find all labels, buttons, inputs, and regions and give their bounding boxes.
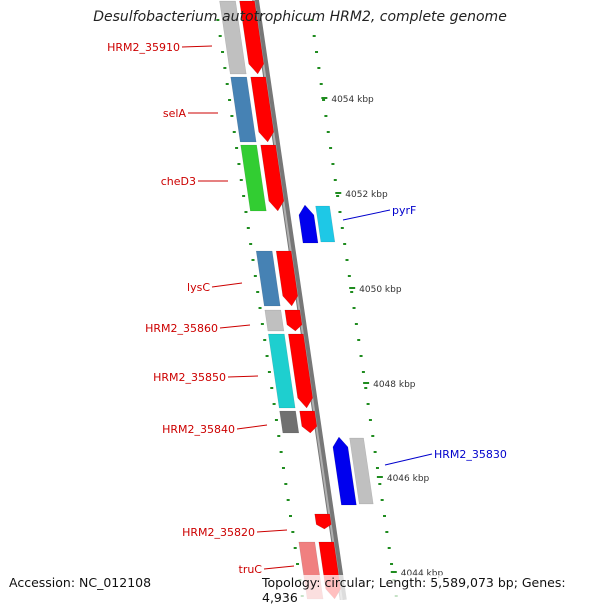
gene-arrow-plus	[298, 204, 319, 244]
leader-right	[384, 453, 433, 466]
axis-label: 4054 kbp	[331, 95, 374, 105]
leader-left	[211, 282, 243, 288]
gene-arrow-minus	[260, 144, 285, 212]
gene-arrow-minus	[288, 333, 313, 409]
gene-arrow-minus	[275, 250, 299, 307]
gene-category-block	[219, 0, 247, 75]
gene-category-block	[255, 250, 281, 307]
gene-category-block	[264, 309, 285, 332]
accession-text: Accession: NC_012108	[9, 575, 152, 590]
leader-left	[219, 324, 251, 329]
leader-left	[181, 45, 213, 48]
backbone-line	[251, 0, 347, 600]
axis-labels: 4054 kbp 4052 kbp 4050 kbp 4048 kbp 4046 kbp…	[321, 95, 443, 579]
gene-category-block	[240, 144, 267, 212]
gene-arrow-minus	[250, 76, 275, 143]
gene-category-block	[315, 205, 336, 243]
leader-left	[263, 565, 295, 570]
gene-label-left: truC	[239, 563, 263, 576]
gene-label-left: HRM2_35860	[145, 322, 218, 335]
leader-right	[342, 209, 391, 221]
gene-category-block	[279, 410, 300, 434]
gene-features	[219, 0, 374, 600]
tick-marks	[216, 19, 398, 597]
gene-label-left: HRM2_35820	[182, 526, 255, 539]
leader-left	[227, 375, 259, 378]
axis-label: 4050 kbp	[359, 285, 402, 295]
axis-label: 4046 kbp	[387, 474, 430, 484]
gene-arrow-minus	[284, 309, 303, 332]
axis-label: 4048 kbp	[373, 380, 416, 390]
gene-arrow-minus	[239, 0, 265, 75]
leader-left	[256, 529, 288, 533]
map-title: Desulfobacterium autotrophicum HRM2, com…	[93, 9, 507, 25]
gene-label-left: HRM2_35840	[162, 423, 235, 436]
gene-arrow-minus	[299, 410, 318, 434]
gene-label-right: pyrF	[392, 204, 416, 217]
gene-label-left: HRM2_35910	[107, 41, 180, 54]
leader-left	[236, 424, 268, 430]
label-leaders	[181, 45, 433, 570]
gene-category-block	[268, 333, 296, 409]
topology-text: Topology: circular; Length: 5,589,073 bp…	[262, 575, 600, 605]
gene-label-right: HRM2_35830	[434, 448, 507, 461]
gene-label-left: lysC	[187, 281, 210, 294]
gene-arrow-plus	[332, 436, 357, 506]
gene-arrow-minus	[314, 513, 332, 530]
gene-labels: HRM2_35910 selA cheD3 lysC HRM2_35860 HRM2_35…	[107, 41, 507, 576]
gene-category-block	[230, 76, 257, 143]
axis-label: 4044 kbp	[401, 569, 444, 579]
gene-label-left: HRM2_35850	[153, 371, 226, 384]
axis-label: 4052 kbp	[345, 190, 388, 200]
gene-label-left: selA	[163, 107, 187, 120]
gene-label-left: cheD3	[161, 175, 196, 188]
gene-category-block	[349, 437, 374, 505]
